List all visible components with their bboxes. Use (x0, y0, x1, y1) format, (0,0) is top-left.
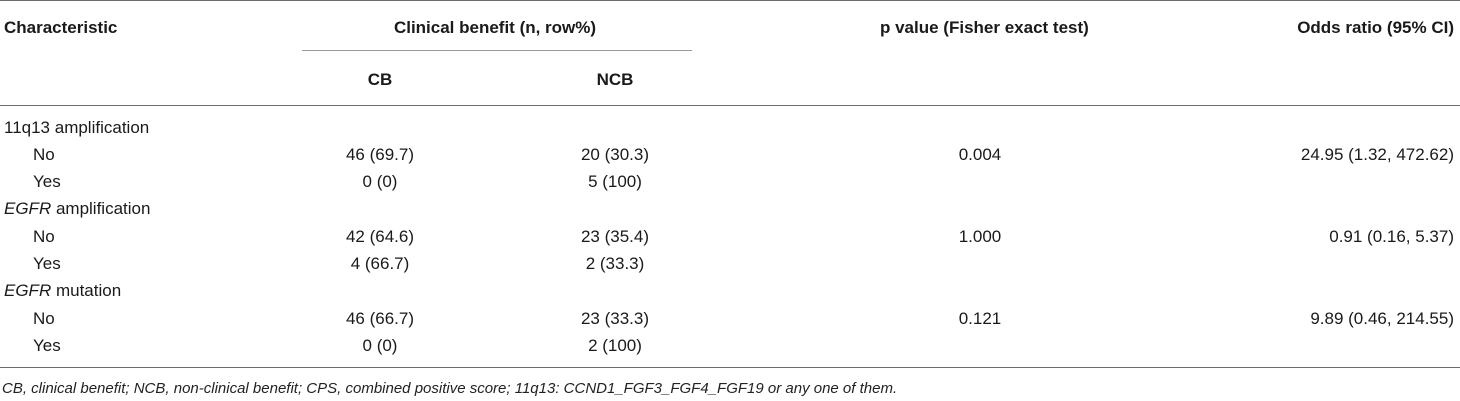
group-label: 11q13 amplification (4, 118, 150, 137)
cell-ncb: 23 (35.4) (580, 227, 650, 246)
cell-ncb: 23 (33.3) (580, 309, 650, 328)
header-cb: CB (367, 70, 393, 89)
cell-p-value: 0.004 (958, 145, 1002, 164)
table-top-rule (0, 0, 1460, 1)
header-p-value: p value (Fisher exact test) (880, 18, 1089, 37)
cell-ncb: 2 (100) (588, 336, 642, 355)
cell-p-value: 0.121 (958, 309, 1002, 328)
cell-cb: 42 (64.6) (345, 227, 415, 246)
cell-ncb: 2 (33.3) (585, 254, 645, 273)
table-bottom-rule (0, 367, 1460, 368)
header-spanner-rule (302, 50, 692, 51)
cell-ncb: 5 (100) (588, 172, 642, 191)
header-clinical-benefit: Clinical benefit (n, row%) (393, 18, 597, 37)
cell-p-value: 1.000 (958, 227, 1002, 246)
cell-odds-ratio: 0.91 (0.16, 5.37) (1329, 227, 1454, 246)
row-label: Yes (33, 336, 61, 355)
row-label: No (33, 309, 55, 328)
cell-odds-ratio: 24.95 (1.32, 472.62) (1300, 145, 1454, 164)
header-characteristic: Characteristic (4, 18, 118, 37)
group-label: EGFR mutation (4, 281, 122, 300)
header-bottom-rule (0, 105, 1460, 106)
group-label: EGFR amplification (4, 199, 151, 218)
row-label: No (33, 145, 55, 164)
row-label: Yes (33, 172, 61, 191)
cell-ncb: 20 (30.3) (580, 145, 650, 164)
row-label: No (33, 227, 55, 246)
cell-cb: 0 (0) (362, 172, 398, 191)
cell-odds-ratio: 9.89 (0.46, 214.55) (1310, 309, 1454, 328)
header-odds-ratio: Odds ratio (95% CI) (1297, 18, 1454, 37)
cell-cb: 0 (0) (362, 336, 398, 355)
cell-cb: 46 (66.7) (345, 309, 415, 328)
table-footnote: CB, clinical benefit; NCB, non-clinical … (2, 380, 898, 397)
cell-cb: 46 (69.7) (345, 145, 415, 164)
row-label: Yes (33, 254, 61, 273)
header-ncb: NCB (596, 70, 634, 89)
cell-cb: 4 (66.7) (350, 254, 410, 273)
